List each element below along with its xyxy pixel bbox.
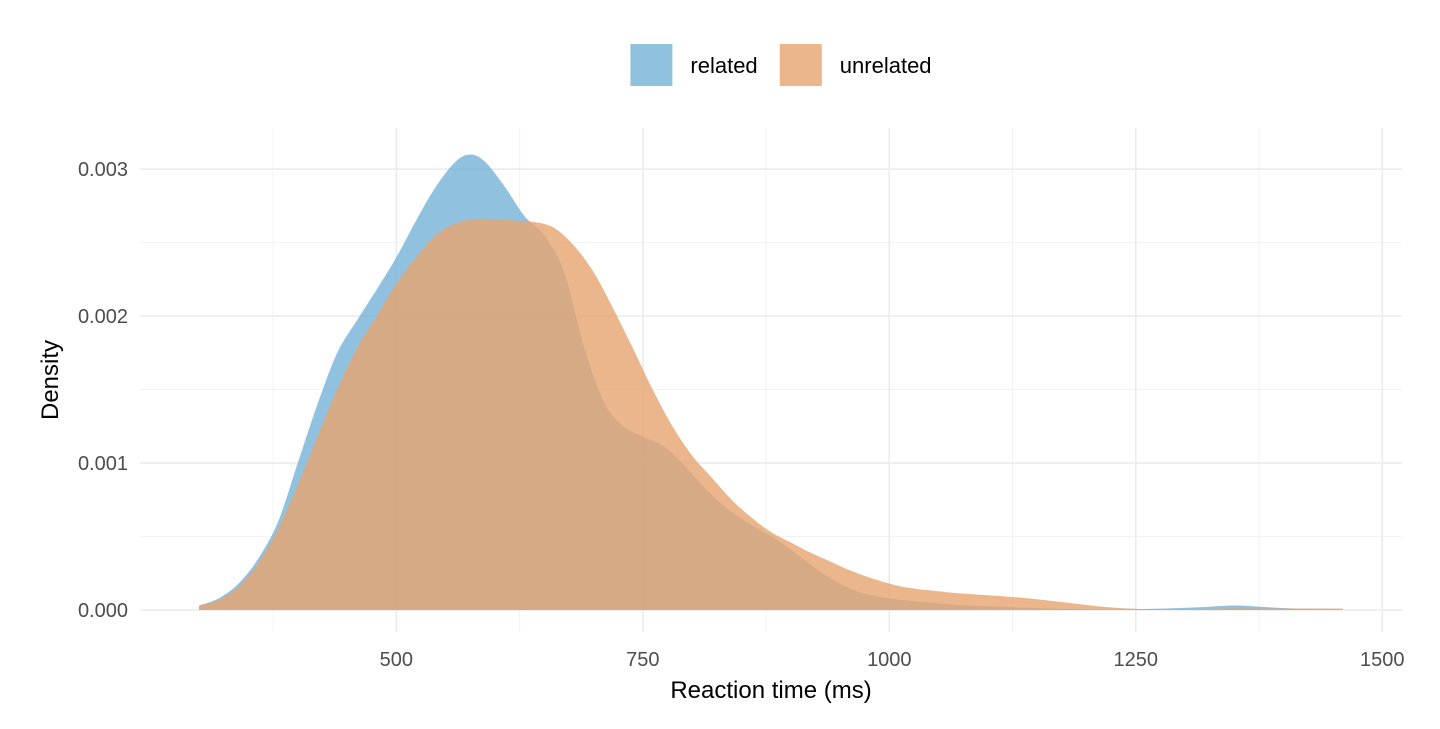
y-tick-label: 0.000 <box>78 600 128 622</box>
x-tick-label: 1000 <box>867 649 912 671</box>
legend: related unrelated <box>630 44 932 86</box>
legend-label-related: related <box>690 53 757 78</box>
density-areas <box>199 154 1343 610</box>
legend-label-unrelated: unrelated <box>840 53 932 78</box>
y-tick-label: 0.001 <box>78 453 128 475</box>
y-tick-label: 0.003 <box>78 159 128 181</box>
y-axis-title: Density <box>37 340 64 420</box>
x-tick-label: 500 <box>380 649 413 671</box>
x-tick-label: 1250 <box>1114 649 1159 671</box>
x-axis-ticks: 500 750 1000 1250 1500 <box>380 649 1405 671</box>
legend-key-related <box>630 44 673 86</box>
density-area-unrelated <box>199 218 1343 610</box>
y-tick-label: 0.002 <box>78 306 128 328</box>
x-tick-label: 1500 <box>1360 649 1405 671</box>
x-axis-title: Reaction time (ms) <box>670 677 871 704</box>
x-tick-label: 750 <box>626 649 659 671</box>
legend-key-unrelated <box>779 44 822 86</box>
y-axis-ticks: 0.000 0.001 0.002 0.003 <box>78 159 128 622</box>
